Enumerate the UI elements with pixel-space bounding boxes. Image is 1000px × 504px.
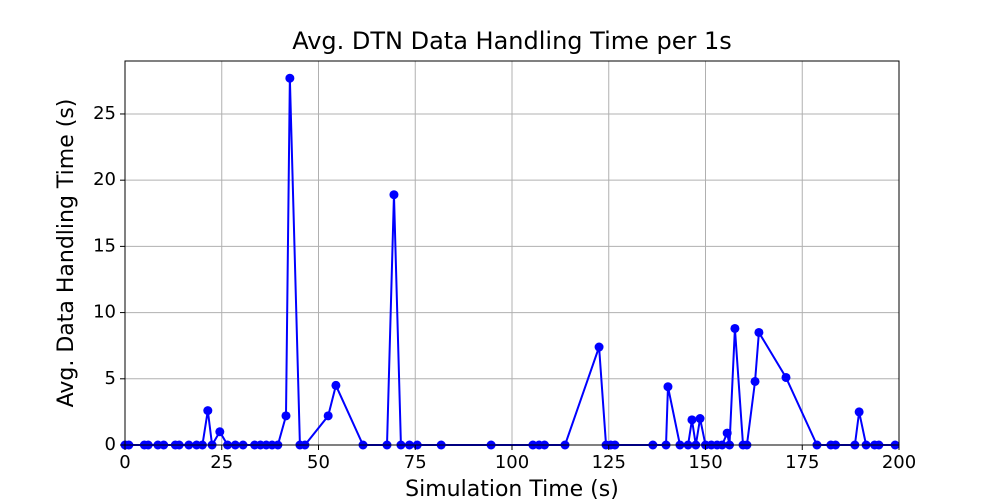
x-axis-label: Simulation Time (s): [405, 477, 619, 500]
data-point: [722, 428, 732, 438]
data-point: [695, 414, 705, 424]
data-point: [854, 407, 864, 417]
data-point: [750, 376, 760, 386]
x-tick-label: 150: [688, 452, 722, 473]
data-point: [594, 342, 604, 352]
x-tick-label: 75: [404, 452, 427, 473]
x-tick-label: 25: [210, 452, 233, 473]
x-tick-label: 50: [307, 452, 330, 473]
data-point: [781, 372, 791, 382]
y-tick-label: 20: [93, 169, 116, 190]
y-axis-label: Avg. Data Handling Time (s): [54, 99, 79, 408]
x-tick-label: 0: [119, 452, 130, 473]
y-tick-label: 15: [93, 235, 116, 256]
chart-title: Avg. DTN Data Handling Time per 1s: [292, 27, 732, 55]
data-point: [331, 380, 341, 390]
y-tick-label: 0: [105, 434, 116, 455]
x-tick-label: 100: [495, 452, 529, 473]
data-point: [389, 190, 399, 200]
data-point: [285, 73, 295, 83]
data-point: [281, 411, 291, 421]
data-point: [730, 323, 740, 333]
x-tick-label: 175: [785, 452, 819, 473]
x-tick-label: 125: [592, 452, 626, 473]
data-point: [687, 415, 697, 425]
data-point: [215, 427, 225, 437]
data-point: [663, 382, 673, 392]
y-tick-label: 5: [105, 368, 116, 389]
y-tick-label: 25: [93, 103, 116, 124]
y-tick-label: 10: [93, 302, 116, 323]
data-point: [203, 406, 213, 416]
data-point: [754, 327, 764, 337]
data-point: [323, 411, 333, 421]
x-tick-label: 200: [882, 452, 916, 473]
